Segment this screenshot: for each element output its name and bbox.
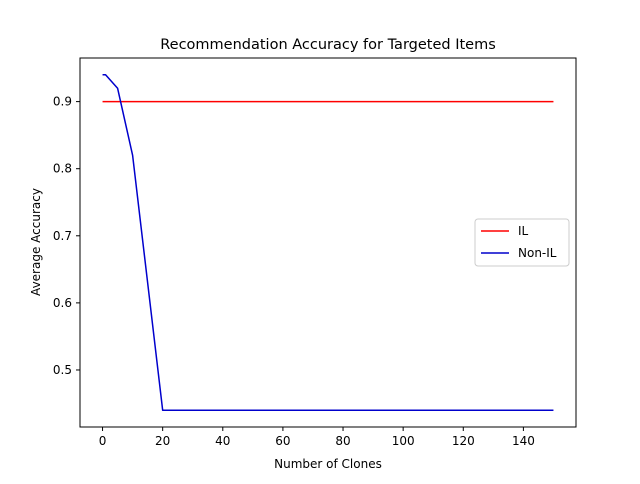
x-tick-label: 80 bbox=[335, 434, 350, 448]
plot-frame bbox=[79, 57, 577, 428]
x-tick-label: 100 bbox=[392, 434, 415, 448]
x-tick-label: 0 bbox=[99, 434, 107, 448]
x-tick-label: 40 bbox=[215, 434, 230, 448]
y-tick-label: 0.8 bbox=[53, 162, 72, 176]
y-axis-label: Average Accuracy bbox=[29, 188, 43, 296]
axis-ticks: 0 20 40 60 80 100 120 140 0.5 0.6 0.7 0.8 0.9 bbox=[53, 95, 535, 448]
legend-items: IL Non-IL bbox=[481, 224, 557, 260]
y-tick-label: 0.9 bbox=[53, 95, 72, 109]
x-axis-label: Number of Clones bbox=[274, 457, 382, 471]
legend-label: IL bbox=[518, 224, 529, 238]
y-tick-label: 0.6 bbox=[53, 296, 72, 310]
series-line-non-il bbox=[102, 74, 554, 411]
y-tick-label: 0.5 bbox=[53, 363, 72, 377]
legend-label: Non-IL bbox=[518, 246, 557, 260]
x-tick-label: 60 bbox=[275, 434, 290, 448]
x-tick-label: 20 bbox=[155, 434, 170, 448]
chart-title: Recommendation Accuracy for Targeted Ite… bbox=[160, 37, 496, 53]
series-lines bbox=[102, 74, 554, 411]
legend: IL Non-IL bbox=[474, 218, 570, 267]
x-tick-label: 140 bbox=[512, 434, 535, 448]
x-tick-label: 120 bbox=[452, 434, 475, 448]
y-tick-label: 0.7 bbox=[53, 229, 72, 243]
